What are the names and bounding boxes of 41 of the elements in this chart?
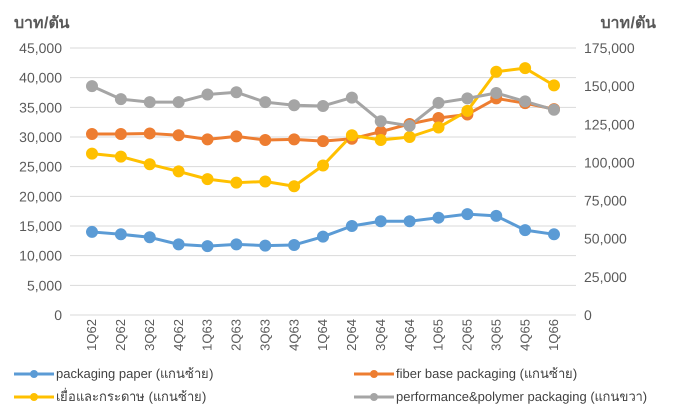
y-tick-label: 10,000 xyxy=(19,248,62,264)
legend-label: performance&polymer packaging (แกนขวา) xyxy=(396,388,648,406)
y-tick-label: 20,000 xyxy=(19,188,62,204)
y2-tick-label: 125,000 xyxy=(584,116,635,132)
x-tick-label: 4Q62 xyxy=(170,319,186,351)
x-tick-label: 3Q64 xyxy=(372,319,388,351)
y-tick-label: 5,000 xyxy=(26,277,62,294)
x-tick-label: 4Q64 xyxy=(402,319,417,351)
y-tick-label: 15,000 xyxy=(19,218,62,234)
x-tick-label: 2Q62 xyxy=(113,319,128,351)
y-tick-label: 45,000 xyxy=(19,40,62,56)
x-tick-label: 1Q63 xyxy=(200,319,215,351)
x-tick-label: 1Q62 xyxy=(84,319,100,351)
y2-tick-label: 0 xyxy=(584,306,592,323)
x-tick-label: 1Q66 xyxy=(546,319,562,351)
x-tick-label: 4Q63 xyxy=(286,319,302,351)
x-tick-label: 2Q64 xyxy=(344,319,360,351)
y2-axis-title: บาท/ตัน xyxy=(600,14,656,34)
x-tick-label: 4Q65 xyxy=(517,319,532,351)
x-tick-label: 1Q65 xyxy=(430,319,446,351)
y2-tick-label: 25,000 xyxy=(584,268,628,285)
y2-tick-label: 150,000 xyxy=(584,78,635,94)
legend-label: packaging paper (แกนซ้าย) xyxy=(56,365,214,383)
y-tick-label: 40,000 xyxy=(19,70,62,86)
x-tick-label: 1Q64 xyxy=(315,319,330,351)
y-axis-title: บาท/ตัน xyxy=(14,14,70,34)
x-tick-label: 3Q65 xyxy=(488,319,504,351)
x-tick-label: 3Q63 xyxy=(257,319,272,351)
y-tick-label: 35,000 xyxy=(19,99,62,116)
y2-tick-label: 175,000 xyxy=(584,40,635,56)
y2-tick-label: 100,000 xyxy=(584,154,635,170)
legend-label: เยื่อและกระดาษ (แกนซ้าย) xyxy=(56,386,206,406)
x-tick-label: 3Q62 xyxy=(142,319,157,351)
y-tick-label: 30,000 xyxy=(19,128,62,145)
y2-tick-label: 75,000 xyxy=(584,192,628,209)
x-tick-label: 2Q63 xyxy=(228,319,244,351)
y-tick-label: 25,000 xyxy=(19,158,62,175)
legend-label: fiber base packaging (แกนซ้าย) xyxy=(396,365,578,383)
y2-tick-label: 50,000 xyxy=(584,230,628,247)
x-tick-label: 2Q65 xyxy=(460,319,475,351)
y-tick-label: 0 xyxy=(54,306,62,323)
